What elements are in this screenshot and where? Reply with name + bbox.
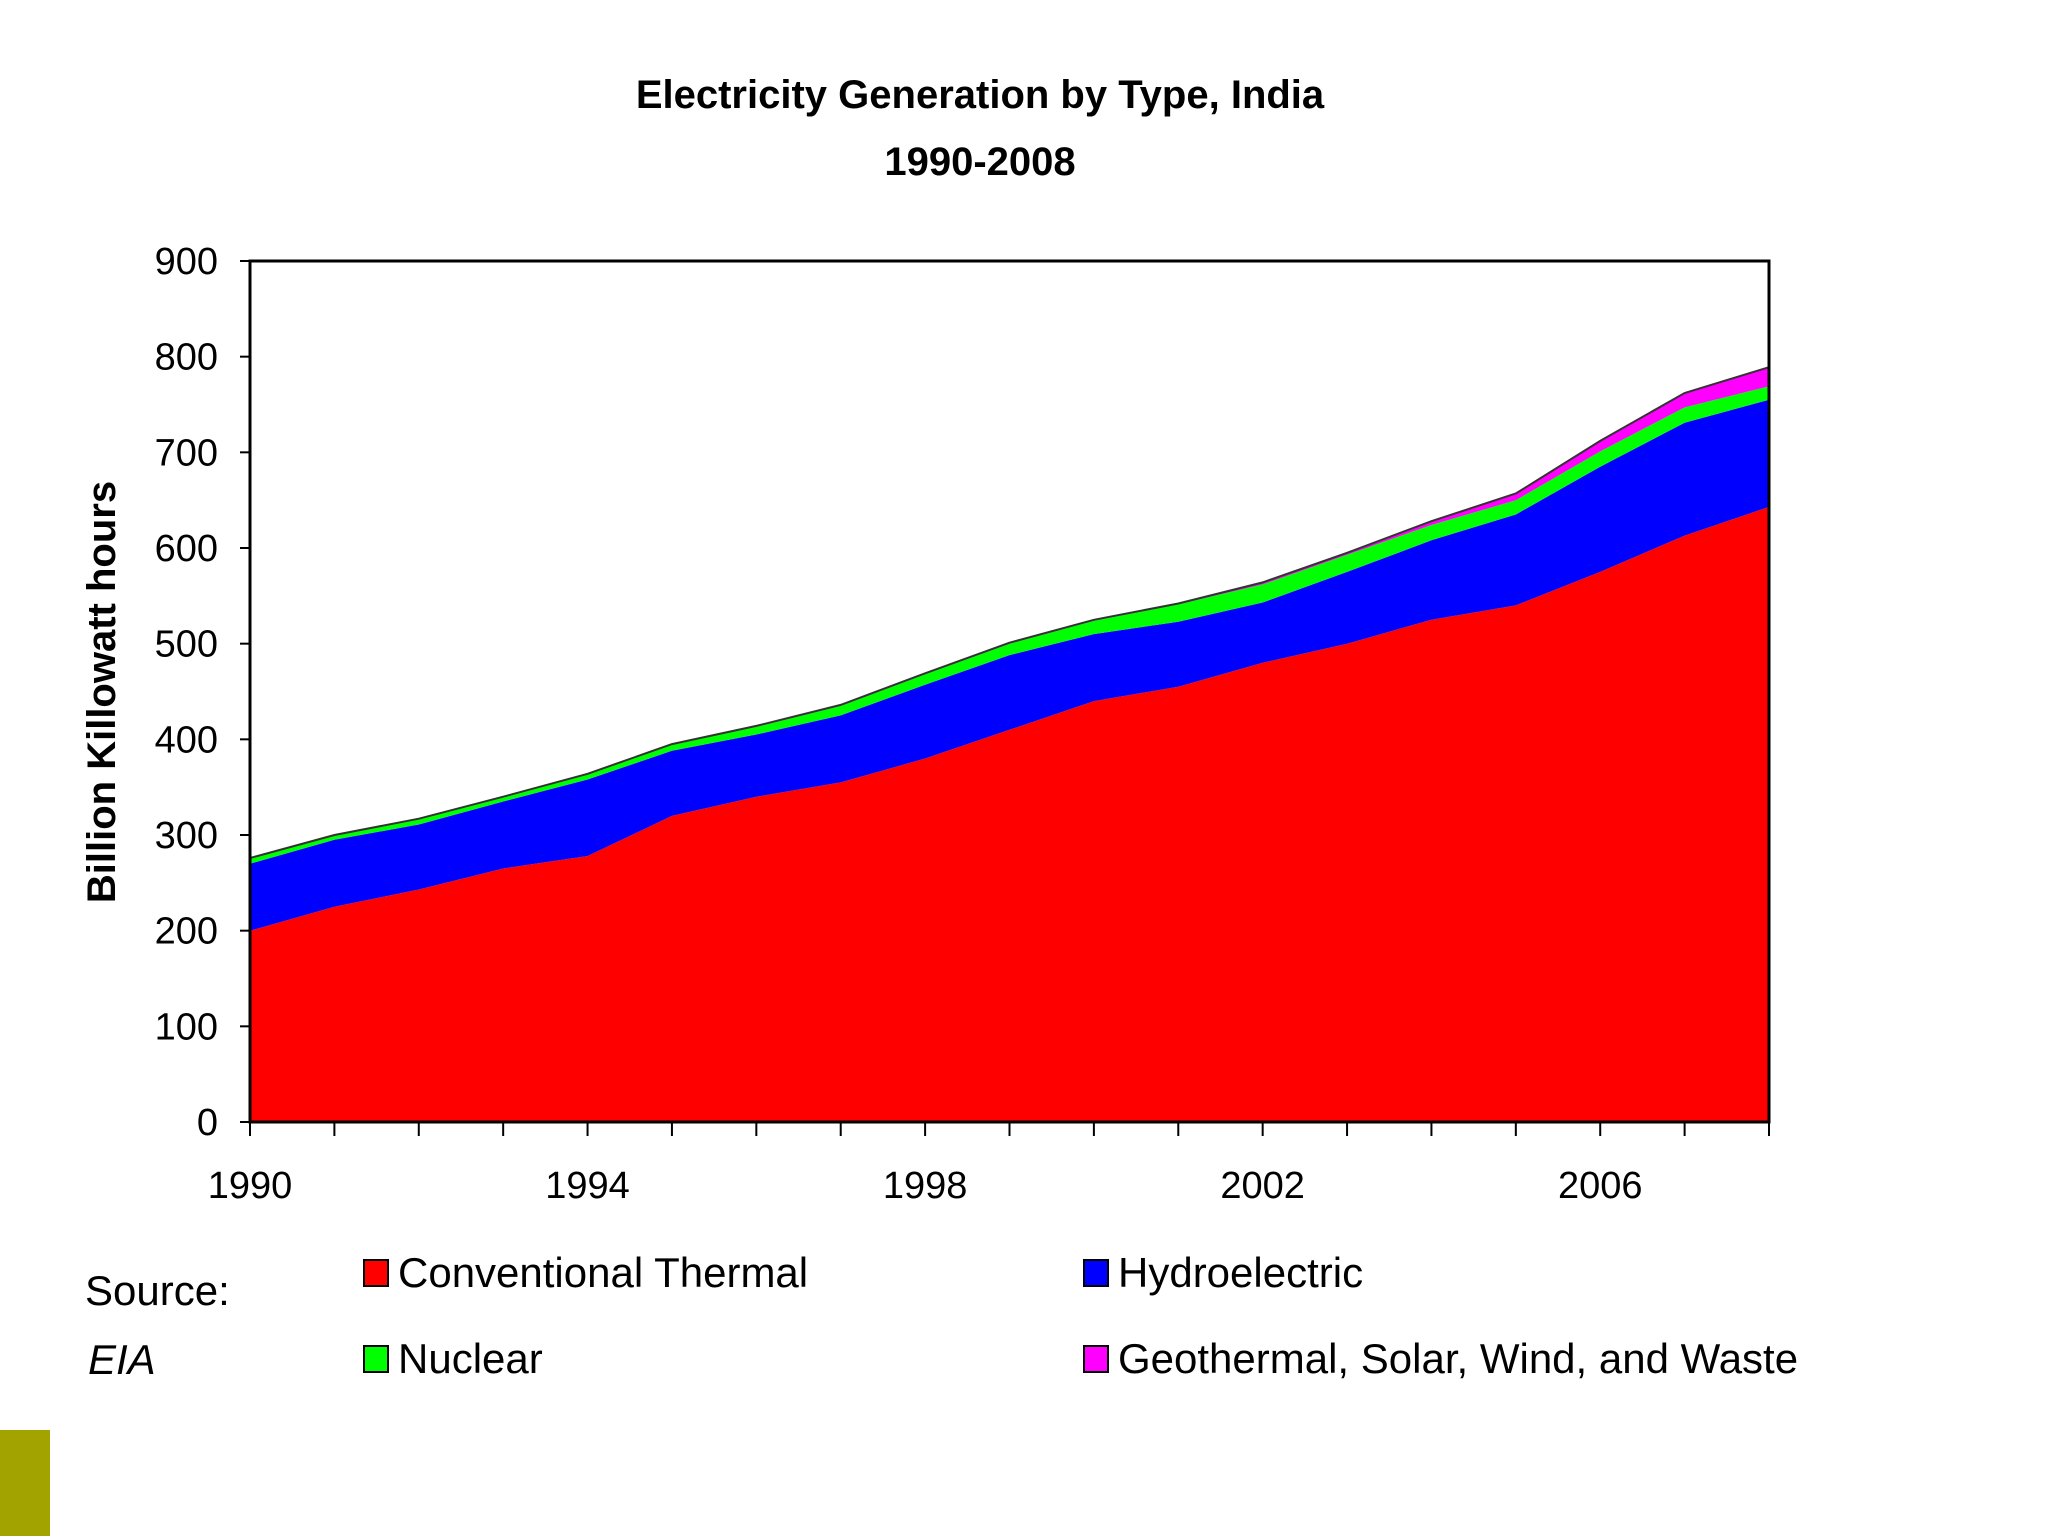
y-tick-label: 700 [155, 432, 218, 474]
legend-swatch-hydro [1083, 1259, 1109, 1287]
chart-subtitle: 1990-2008 [884, 140, 1075, 184]
y-axis: 0 100 200 300 400 500 600 700 800 900 [155, 241, 250, 1144]
x-tick-label: 2002 [1220, 1165, 1305, 1207]
source-value: EIA [88, 1336, 156, 1383]
x-tick-label: 1990 [208, 1165, 293, 1207]
source-label: Source: [85, 1267, 230, 1314]
area-series-conventional-thermal [250, 506, 1769, 1122]
legend: Conventional Thermal Hydroelectric Nucle… [363, 1249, 1798, 1382]
legend-label-thermal: Conventional Thermal [398, 1249, 808, 1296]
legend-label-renewable: Geothermal, Solar, Wind, and Waste [1118, 1335, 1798, 1382]
x-axis: 1990 1994 1998 2002 2006 [208, 1122, 1770, 1207]
y-tick-label: 400 [155, 719, 218, 761]
y-axis-title: Billion Killowatt hours [80, 481, 124, 903]
y-tick-label: 800 [155, 337, 218, 379]
legend-label-hydro: Hydroelectric [1118, 1249, 1363, 1296]
chart-title: Electricity Generation by Type, India [636, 73, 1325, 117]
y-tick-label: 100 [155, 1006, 218, 1048]
y-tick-label: 0 [197, 1102, 218, 1144]
y-tick-label: 200 [155, 911, 218, 953]
area-series-hydroelectric [250, 399, 1769, 931]
y-tick-label: 300 [155, 815, 218, 857]
legend-label-nuclear: Nuclear [398, 1335, 543, 1382]
legend-swatch-nuclear [363, 1345, 389, 1373]
x-tick-label: 1994 [545, 1165, 630, 1207]
slide-accent-bar [0, 1430, 50, 1536]
legend-swatch-renewable [1083, 1345, 1109, 1373]
y-tick-label: 900 [155, 241, 218, 283]
y-tick-label: 600 [155, 528, 218, 570]
y-tick-label: 500 [155, 624, 218, 666]
x-tick-label: 1998 [883, 1165, 968, 1207]
legend-swatch-thermal [363, 1259, 389, 1287]
x-tick-label: 2006 [1558, 1165, 1643, 1207]
area-series-group [249, 366, 1770, 1122]
total-outline [249, 366, 1770, 859]
